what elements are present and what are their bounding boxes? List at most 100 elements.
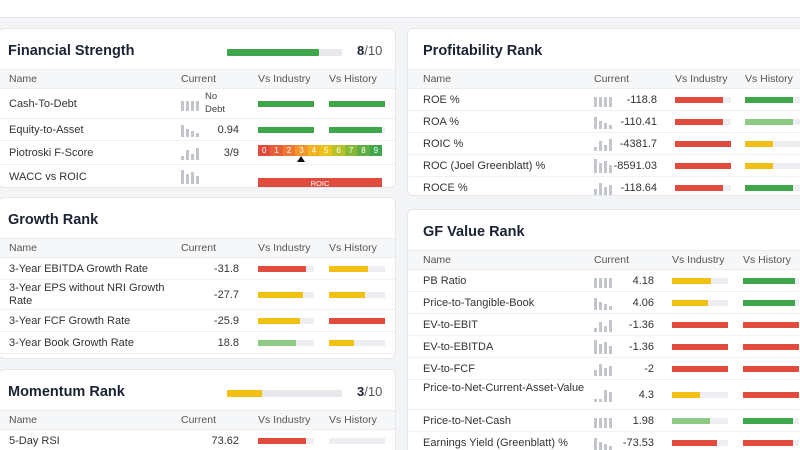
fscore-pointer-icon [297,155,306,162]
table-row[interactable]: 5-Day RSI 73.62 [0,430,395,450]
fscore-step: 0 [258,144,271,156]
row-current: -1.36 [628,340,654,353]
table-row[interactable]: 3-Year EBITDA Growth Rate -31.8 [0,258,395,280]
column-header-vs-industry: Vs Industry [258,242,311,254]
row-name: 3-Year EBITDA Growth Rate [9,262,148,275]
row-name: 3-Year EPS without NRI Growth Rate [9,282,165,307]
vs-industry-bar [258,340,314,346]
vs-history-bar [743,440,799,446]
row-name: Price-to-Net-Cash [423,414,512,427]
table-row[interactable]: ROA % -110.41 [408,111,800,133]
table-header: Name Current Vs Industry Vs History [408,250,800,270]
row-name: EV-to-EBITDA [423,340,494,353]
row-current: -8591.03 [613,159,657,172]
column-header-current: Current [594,254,630,266]
vs-history-bar [329,340,385,346]
vs-history-bar [329,266,385,272]
fscore-step: 7 [344,144,358,156]
vs-industry-bar [258,101,314,107]
sparkline [594,159,614,173]
vs-industry-bar [675,119,731,125]
row-current: -4381.7 [619,137,657,150]
vs-history-bar [329,127,385,133]
column-header-vs-history: Vs History [329,242,377,254]
vs-history-bar [745,141,800,147]
column-header-current: Current [181,73,217,85]
sparkline [594,340,614,354]
row-current: -27.7 [213,288,239,301]
table-row[interactable]: EV-to-EBITDA -1.36 [408,336,800,358]
vs-industry-bar [258,292,314,298]
sparkline [594,296,614,310]
sparkline [594,414,614,428]
fscore-step: 1 [270,144,283,156]
table-header: Name Current Vs Industry Vs History [0,69,395,89]
row-name: Price-to-Tangible-Book [423,296,535,309]
row-current: 1.98 [632,414,654,427]
sparkline [594,388,614,402]
row-current: 4.3 [638,388,654,401]
column-header-name: Name [9,73,38,85]
card-title: Financial Strength [8,43,135,59]
vs-industry-bar [672,322,728,328]
sparkline [181,146,201,160]
column-header-vs-industry: Vs Industry [258,414,311,426]
table-row[interactable]: EV-to-FCF -2 [408,358,800,380]
row-current: 4.18 [632,274,654,287]
score-bar [227,49,342,56]
growth-card: Growth Rank Name Current Vs Industry Vs Hist… [0,197,396,359]
row-name: 3-Year Book Growth Rate [9,336,134,349]
vs-industry-bar [675,97,731,103]
momentum-card: Momentum Rank 3/10 Name Current Vs Industry V… [0,369,396,450]
financial-strength-card: Financial Strength 8/10 Name Current Vs Indu… [0,28,396,188]
row-name: ROC (Joel Greenblatt) % [423,159,546,172]
table-row[interactable]: Price-to-Tangible-Book 4.06 [408,292,800,314]
fscore-step: 3 [295,144,308,156]
row-name: Equity-to-Asset [9,123,84,136]
vs-history-bar [743,322,799,328]
sparkline [594,274,614,288]
score-bar-fill [227,49,319,56]
row-current: -2 [644,362,654,375]
sparkline [594,436,614,450]
row-current: -1.36 [628,318,654,331]
table-row[interactable]: WACC vs ROIC ROIC [0,165,395,187]
table-row[interactable]: 3-Year Book Growth Rate 18.8 [0,332,395,354]
table-row[interactable]: Price-to-Net-Current-Asset-Value 4.3 [408,380,800,410]
column-header-vs-industry: Vs Industry [258,73,311,85]
table-row[interactable]: Earnings Yield (Greenblatt) % -73.53 [408,432,800,450]
card-title: Momentum Rank [8,384,125,400]
table-row[interactable]: Equity-to-Asset 0.94 [0,119,395,141]
table-row[interactable]: Price-to-Net-Cash 1.98 [408,410,800,432]
row-current: 18.8 [217,336,239,349]
column-header-vs-industry: Vs Industry [675,73,728,85]
column-header-name: Name [9,242,38,254]
table-row[interactable]: EV-to-EBIT -1.36 [408,314,800,336]
vs-industry-bar [258,266,314,272]
vs-industry-bar [258,127,314,133]
vs-industry-bar [675,163,731,169]
table-row[interactable]: ROCE % -118.64 [408,177,800,195]
table-row[interactable]: 3-Year FCF Growth Rate -25.9 [0,310,395,332]
row-current: -118.8 [626,93,657,106]
table-row[interactable]: ROC (Joel Greenblatt) % -8591.03 [408,155,800,177]
vs-history-bar [329,438,385,444]
row-name: EV-to-EBIT [423,318,479,331]
fscore-step: 8 [357,144,370,156]
table-row[interactable]: ROE % -118.8 [408,89,800,111]
score-bar [227,390,342,397]
table-row[interactable]: Piotroski F-Score 3/9 0 1 2 3 4 5 6 7 8 9 [0,141,395,165]
table-row[interactable]: 3-Year EPS without NRI Growth Rate -27.7 [0,280,395,310]
vs-industry-bar [672,366,728,372]
column-header-vs-history: Vs History [745,73,793,85]
row-current: -25.9 [213,314,239,327]
table-row[interactable]: Cash-To-Debt No Debt [0,89,395,119]
table-row[interactable]: ROIC % -4381.7 [408,133,800,155]
column-header-vs-history: Vs History [743,254,791,266]
row-name: Earnings Yield (Greenblatt) % [423,436,568,449]
vs-industry-bar [672,278,728,284]
table-row[interactable]: PB Ratio 4.18 [408,270,800,292]
sparkline [594,93,614,107]
profitability-card: Profitability Rank Name Current Vs Industry… [407,28,800,196]
